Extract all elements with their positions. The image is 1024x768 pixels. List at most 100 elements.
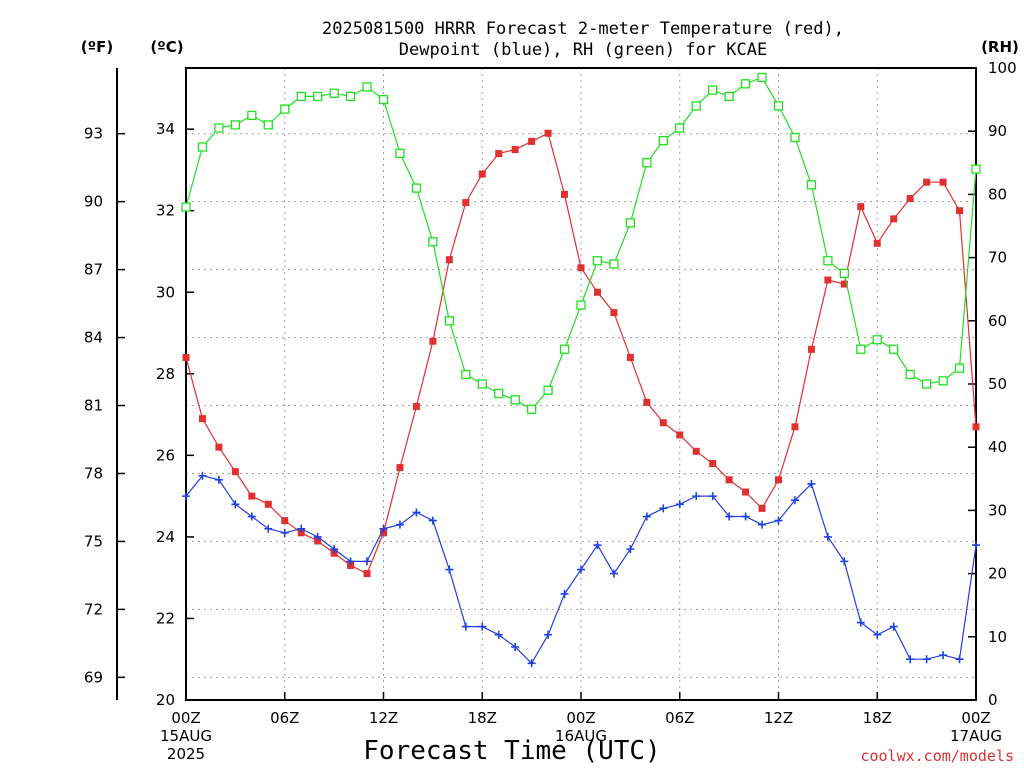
data-point	[905, 369, 915, 380]
time-tick-label: 12Z	[369, 709, 398, 727]
rh-axis: 0 10 20 30 40 50 60 70 80 90 100	[968, 59, 1017, 709]
data-point	[839, 268, 849, 279]
date-label: 17AUG	[950, 727, 1002, 745]
data-point	[856, 618, 865, 627]
data-point	[297, 524, 306, 533]
data-point	[231, 468, 239, 476]
data-point	[823, 532, 832, 541]
data-point	[954, 363, 965, 373]
data-point	[379, 524, 388, 533]
data-point	[544, 630, 553, 639]
data-point	[758, 520, 767, 529]
data-point	[215, 443, 223, 451]
data-point	[921, 379, 932, 389]
data-point	[939, 178, 947, 186]
data-point	[873, 239, 881, 247]
data-point	[938, 376, 948, 386]
data-point	[807, 479, 816, 488]
data-point	[230, 120, 241, 130]
fahrenheit-tick-label: 93	[84, 125, 103, 143]
celsius-tick-label: 26	[156, 446, 175, 464]
data-point	[675, 500, 684, 509]
fahrenheit-tick-label: 72	[84, 600, 103, 618]
data-point	[363, 570, 371, 578]
data-point	[347, 561, 355, 569]
data-point	[363, 557, 372, 566]
data-point	[807, 345, 815, 353]
data-point	[264, 500, 272, 508]
data-point	[494, 388, 504, 399]
date-label: 15AUG	[160, 727, 212, 745]
data-point	[445, 565, 454, 574]
celsius-tick-label: 20	[156, 691, 175, 709]
data-point	[247, 110, 257, 121]
celsius-tick-label: 28	[156, 365, 175, 383]
celsius-unit-label: (ºC)	[150, 38, 183, 56]
data-point	[461, 369, 471, 380]
series-plus	[182, 471, 980, 668]
data-point	[823, 256, 833, 266]
data-point	[972, 423, 980, 431]
data-point	[692, 447, 700, 455]
data-point	[560, 589, 569, 598]
data-point	[840, 557, 849, 566]
data-point	[378, 94, 389, 105]
data-point	[412, 402, 420, 410]
data-point	[873, 630, 882, 639]
data-point	[345, 91, 356, 102]
time-tick-label: 00Z	[566, 709, 595, 727]
data-series	[181, 72, 981, 668]
data-point	[609, 569, 618, 578]
data-point	[511, 146, 519, 154]
celsius-tick-label: 32	[156, 202, 175, 220]
data-point	[824, 276, 832, 284]
data-point	[592, 256, 603, 266]
data-point	[544, 129, 552, 137]
data-point	[806, 180, 817, 190]
chart-title-line1: 2025081500 HRRR Forecast 2-meter Tempera…	[322, 19, 844, 39]
data-point	[956, 207, 964, 215]
data-point	[445, 256, 453, 264]
time-tick-label: 06Z	[665, 709, 694, 727]
rh-tick-label: 60	[988, 312, 1007, 330]
credit-text: coolwx.com/models	[860, 747, 1014, 765]
data-point	[691, 101, 701, 111]
data-point	[577, 264, 585, 272]
data-point	[922, 655, 931, 664]
data-point	[675, 123, 685, 133]
rh-tick-label: 30	[988, 501, 1007, 519]
data-point	[626, 353, 634, 361]
data-point	[280, 104, 290, 114]
data-point	[395, 520, 404, 529]
celsius-tick-label: 22	[156, 609, 175, 627]
fahrenheit-tick-label: 81	[84, 397, 103, 415]
time-tick-label: 18Z	[468, 709, 497, 727]
rh-unit-label: (RH)	[981, 38, 1019, 56]
data-point	[939, 651, 948, 660]
data-point	[906, 655, 915, 664]
data-point	[462, 199, 470, 207]
data-point	[709, 460, 717, 468]
data-point	[428, 516, 437, 525]
data-point	[725, 512, 734, 521]
data-point	[676, 431, 684, 439]
data-point	[658, 136, 668, 146]
rh-tick-label: 20	[988, 565, 1007, 583]
data-point	[955, 655, 964, 664]
celsius-tick-label: 34	[156, 120, 175, 138]
data-point	[643, 398, 651, 406]
data-point	[857, 203, 865, 211]
year-label: 2025	[167, 745, 205, 763]
rh-tick-label: 80	[988, 185, 1007, 203]
data-point	[774, 516, 783, 525]
data-point	[314, 537, 322, 545]
data-point	[231, 500, 240, 509]
time-tick-label: 12Z	[764, 709, 793, 727]
data-point	[790, 496, 799, 505]
data-point	[428, 237, 438, 247]
data-point	[856, 344, 866, 354]
data-point	[511, 642, 520, 651]
x-axis-title: Forecast Time (UTC)	[363, 736, 660, 766]
